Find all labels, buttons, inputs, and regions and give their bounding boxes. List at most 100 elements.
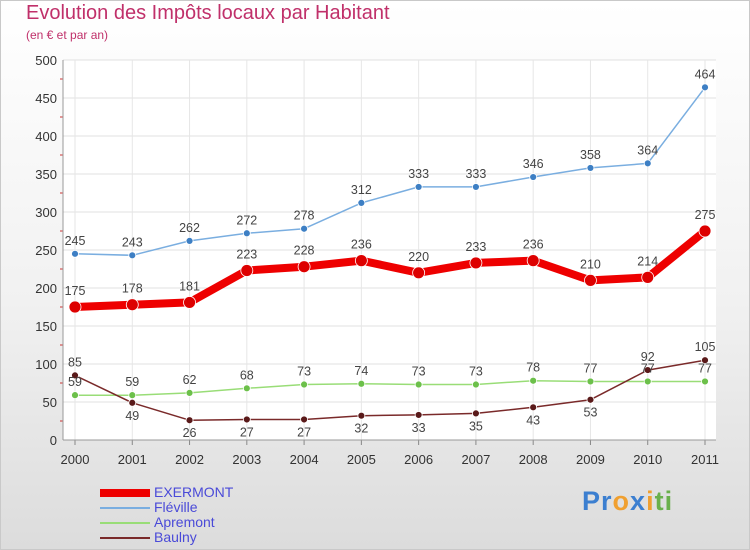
data-point (412, 266, 426, 280)
x-tick-label: 2004 (290, 452, 319, 467)
chart-subtitle: (en € et par an) (26, 28, 109, 42)
y-tick-label: 350 (35, 167, 57, 182)
data-point (300, 224, 308, 233)
data-label: 33 (412, 421, 426, 435)
x-tick-label: 2005 (347, 452, 376, 467)
data-point (357, 411, 366, 420)
data-point (472, 183, 480, 191)
y-tick-label: 250 (35, 243, 57, 258)
x-tick-label: 2001 (118, 452, 147, 467)
data-label: 364 (637, 143, 658, 157)
data-label: 358 (580, 148, 601, 162)
data-point (643, 159, 652, 168)
data-point (300, 380, 308, 389)
data-point (701, 377, 709, 386)
data-point (526, 254, 540, 268)
data-label: 245 (65, 234, 86, 248)
x-tick-label: 2006 (404, 452, 433, 467)
data-label: 92 (641, 350, 655, 364)
data-label: 346 (523, 157, 544, 171)
data-point (701, 83, 709, 92)
legend-label: Fléville (154, 499, 198, 515)
logo-letter: x (630, 486, 647, 516)
data-label: 62 (183, 373, 197, 387)
data-label: 105 (695, 340, 716, 354)
data-point (354, 254, 368, 268)
data-point (68, 300, 82, 314)
data-point (125, 298, 139, 312)
data-label: 223 (236, 248, 257, 262)
series-line (74, 379, 706, 396)
data-point (643, 366, 652, 374)
logo-letter: o (612, 486, 631, 516)
data-label: 27 (297, 425, 311, 439)
data-point (242, 384, 251, 393)
y-tick-label: 450 (35, 91, 57, 106)
proxiti-logo: Proxiti (582, 486, 673, 517)
data-label: 236 (351, 238, 372, 252)
data-point (357, 379, 366, 388)
data-point (128, 251, 137, 260)
x-tick-label: 2002 (175, 452, 204, 467)
data-label: 78 (526, 361, 540, 375)
series-line (71, 227, 709, 311)
data-point (297, 260, 311, 274)
y-tick-label: 100 (35, 357, 57, 372)
data-label: 73 (297, 365, 311, 379)
data-label: 262 (179, 221, 200, 235)
y-tick-label: 300 (35, 205, 57, 220)
legend-swatch (100, 507, 150, 509)
data-label: 214 (637, 254, 658, 268)
data-label: 333 (465, 167, 486, 181)
data-label: 228 (294, 244, 315, 258)
legend-label: EXERMONT (154, 484, 234, 500)
data-point (71, 249, 79, 258)
data-label: 272 (236, 213, 257, 227)
data-label: 26 (183, 426, 197, 440)
data-label: 333 (408, 167, 429, 181)
data-point (414, 411, 423, 419)
data-label: 236 (523, 238, 544, 252)
data-label: 85 (68, 355, 82, 369)
data-label: 312 (351, 183, 372, 197)
legend-swatch (100, 537, 150, 539)
data-point (584, 273, 597, 287)
logo-letter: t (654, 486, 665, 516)
data-point (357, 198, 366, 207)
data-point (240, 264, 254, 277)
data-label: 27 (240, 425, 254, 439)
data-label: 275 (695, 208, 716, 222)
y-tick-label: 0 (50, 433, 57, 448)
data-point (701, 356, 709, 365)
data-label: 77 (641, 361, 655, 375)
data-label: 77 (698, 361, 712, 375)
data-point (529, 173, 538, 181)
logo-letter: i (646, 486, 655, 516)
data-label: 210 (580, 257, 601, 271)
data-label: 59 (68, 375, 82, 389)
data-point (472, 380, 480, 389)
data-label: 220 (408, 250, 429, 264)
data-point (698, 224, 712, 238)
data-label: 464 (695, 67, 716, 81)
series-line (74, 359, 706, 421)
y-tick-label: 50 (43, 395, 57, 410)
data-label: 74 (354, 364, 368, 378)
series-line (74, 86, 706, 257)
data-point (185, 388, 194, 397)
logo-letter: i (664, 486, 674, 516)
data-label: 49 (125, 409, 139, 423)
data-point (529, 403, 538, 412)
x-tick-label: 2008 (519, 452, 548, 467)
data-point (586, 395, 595, 404)
y-tick-label: 500 (35, 53, 57, 68)
data-label: 32 (354, 422, 368, 436)
data-point (643, 377, 652, 386)
data-point (71, 391, 79, 400)
data-point (529, 376, 538, 385)
data-point (128, 391, 137, 400)
data-label: 178 (122, 282, 143, 296)
legend-label: Baulny (154, 529, 197, 545)
logo-letter: r (601, 486, 613, 516)
